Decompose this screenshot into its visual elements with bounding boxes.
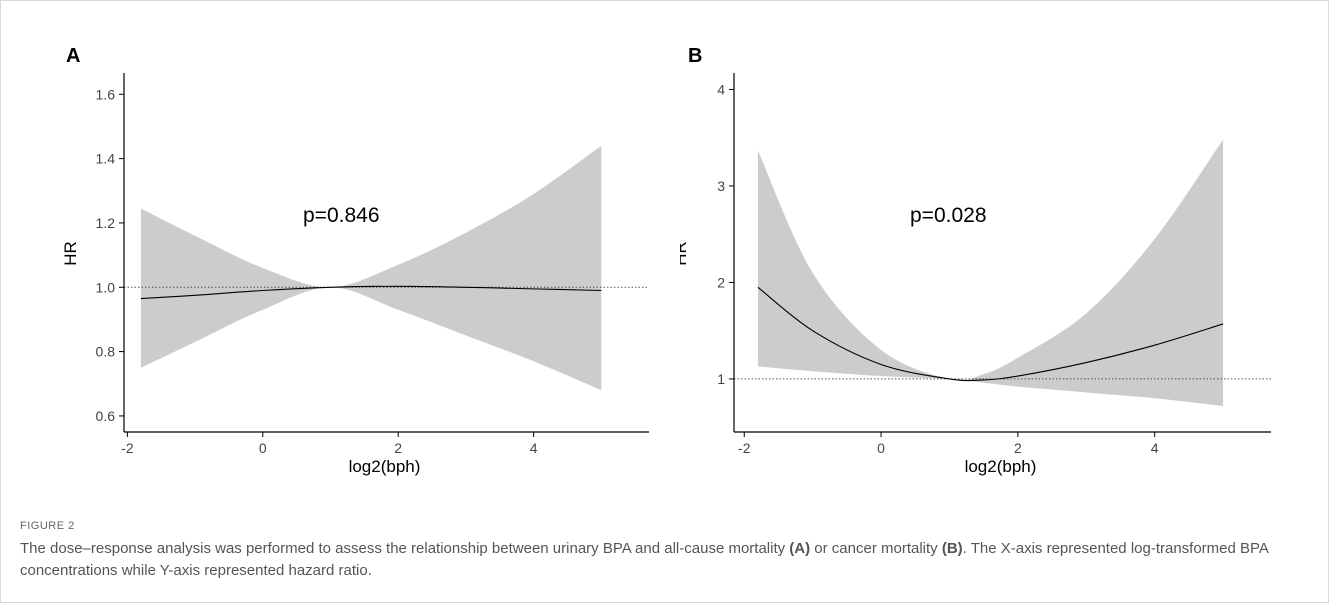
panel-b-x-axis-label: log2(bph)	[965, 457, 1037, 476]
panel-b-x-tick-label: 4	[1151, 440, 1159, 456]
figure-caption: FIGURE 2 The dose–response analysis was …	[20, 520, 1310, 582]
panel-b-y-tick-label: 2	[717, 274, 725, 290]
caption-label-a: (A)	[789, 540, 811, 557]
panel-b-confidence-band	[757, 139, 1224, 406]
panel-a-x-tick-label: 2	[394, 440, 402, 456]
panel-a-confidence-band	[140, 145, 602, 391]
panel-b-y-axis-label: HR	[680, 241, 690, 266]
panel-b-x-tick-label: 2	[1014, 440, 1022, 456]
panel-a-y-tick-label: 1.2	[96, 215, 116, 231]
panel-b-x-tick-label: 0	[877, 440, 885, 456]
figure-label: FIGURE 2	[20, 520, 75, 532]
panel-a-y-tick-label: 1.0	[96, 279, 116, 295]
panel-a-x-axis-label: log2(bph)	[349, 457, 421, 476]
panel-a-y-tick-label: 0.6	[96, 408, 116, 424]
panel-a-chart: A 0.6 0.8 1.0 1.2 1.4 1.6 -2 0 2 4 log2(bph) HR p=0.…	[61, 45, 649, 476]
panel-a-hr-line	[140, 285, 602, 300]
panel-b-p-value: p=0.028	[910, 204, 987, 227]
panel-b-chart: B 1 2 3 4 -2 0 2 4 log2(bph) HR p=0.028	[680, 45, 1271, 476]
panel-b-y-tick-label: 3	[717, 178, 725, 194]
panel-b-hr-line	[757, 286, 1224, 382]
panel-a-y-tick-label: 1.6	[96, 86, 116, 102]
panel-b-letter: B	[688, 45, 702, 67]
panel-b-y-tick-label: 1	[717, 371, 725, 387]
panel-a-p-value: p=0.846	[303, 204, 380, 227]
panel-a-y-tick-label: 1.4	[96, 151, 116, 167]
panel-a-y-axis-label: HR	[61, 241, 80, 266]
panel-b-x-tick-label: -2	[738, 440, 751, 456]
panel-a-x-tick-label: 4	[530, 440, 538, 456]
caption-text: The dose–response analysis was performed…	[20, 538, 1310, 582]
panel-a-letter: A	[66, 45, 80, 67]
caption-part-2: or cancer mortality	[810, 540, 942, 557]
panel-b-y-tick-label: 4	[717, 81, 725, 97]
caption-part-1: The dose–response analysis was performed…	[20, 540, 790, 557]
caption-label-b: (B)	[941, 540, 963, 557]
caption-part-3: . The X-axis represented log-transformed…	[20, 540, 1269, 579]
panel-a-x-tick-label: 0	[259, 440, 267, 456]
panel-a-y-tick-label: 0.8	[96, 344, 116, 360]
panel-a-x-tick-label: -2	[121, 440, 134, 456]
